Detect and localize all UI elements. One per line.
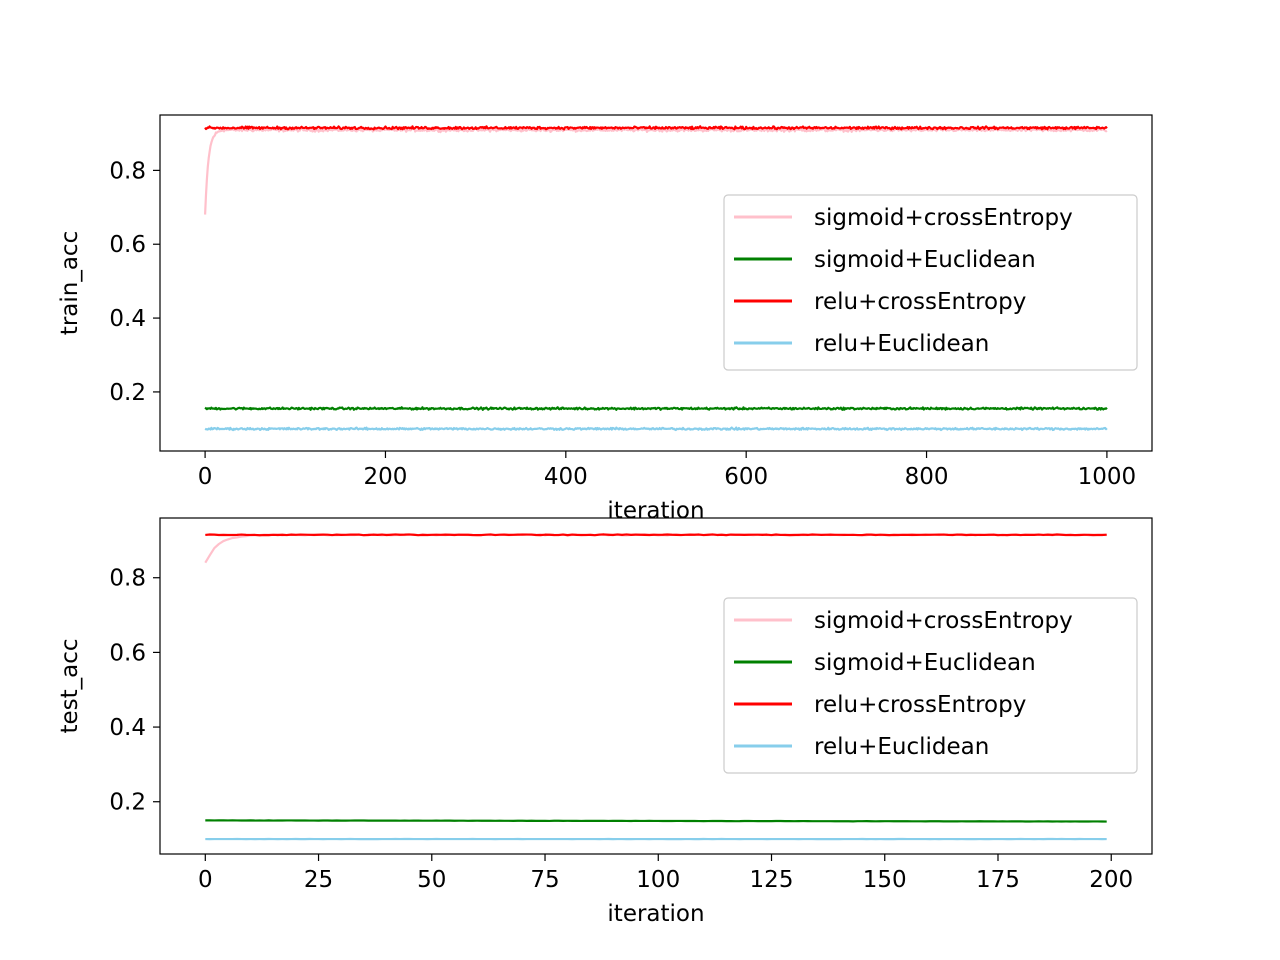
x-axis-label: iteration — [607, 901, 704, 927]
x-tick-label: 400 — [544, 464, 588, 490]
x-tick-label: 75 — [530, 867, 559, 893]
series-line-sigmoid+crossEntropy — [203, 126, 1108, 215]
x-tick-label: 50 — [417, 867, 446, 893]
y-axis-label: test_acc — [57, 638, 83, 733]
x-tick-label: 800 — [905, 464, 949, 490]
y-tick-label: 0.8 — [109, 158, 146, 184]
x-axis-label: iteration — [607, 498, 704, 524]
series-line-relu+Euclidean — [204, 426, 1108, 432]
y-axis-label: train_acc — [57, 231, 83, 335]
x-tick-label: 125 — [750, 867, 794, 893]
legend-label: relu+Euclidean — [814, 734, 989, 760]
x-tick-label: 0 — [198, 867, 213, 893]
legend-label: sigmoid+crossEntropy — [814, 608, 1073, 634]
y-tick-label: 0.6 — [109, 232, 146, 258]
y-tick-label: 0.2 — [109, 380, 146, 406]
y-tick-label: 0.4 — [109, 715, 146, 741]
legend-label: relu+crossEntropy — [814, 289, 1026, 315]
legend-label: sigmoid+Euclidean — [814, 650, 1036, 676]
legend-label: relu+Euclidean — [814, 331, 989, 357]
axes-frame — [159, 517, 1153, 855]
legend-label: sigmoid+crossEntropy — [814, 205, 1073, 231]
x-tick-label: 0 — [198, 464, 213, 490]
x-tick-label: 200 — [364, 464, 408, 490]
legend: sigmoid+crossEntropy sigmoid+Euclidean rel… — [723, 194, 1138, 371]
y-tick-label: 0.2 — [109, 790, 146, 816]
series-line-relu+crossEntropy — [205, 533, 1107, 537]
series-line-relu+crossEntropy — [204, 125, 1108, 131]
y-tick-label: 0.4 — [109, 306, 146, 332]
legend-label: sigmoid+Euclidean — [814, 247, 1036, 273]
axes-frame — [159, 114, 1153, 452]
series-line-sigmoid+Euclidean — [205, 819, 1107, 823]
chart-panel-2: 0 25 50 75 100 125 150 175 200 0.2 0.4 0.6 0.8 iterat… — [57, 517, 1153, 927]
series-group — [204, 533, 1107, 841]
series-group — [203, 125, 1108, 432]
x-tick-label: 100 — [636, 867, 680, 893]
y-tick-label: 0.8 — [109, 566, 146, 592]
x-tick-label: 175 — [976, 867, 1020, 893]
x-tick-label: 200 — [1089, 867, 1133, 893]
chart-panel-1: 0 200 400 600 800 1000 0.2 0.4 0.6 0.8 iteration tr… — [57, 114, 1153, 524]
x-tick-label: 1000 — [1078, 464, 1137, 490]
legend-box — [723, 194, 1138, 371]
series-line-sigmoid+crossEntropy — [204, 533, 1107, 564]
x-tick-label: 150 — [863, 867, 907, 893]
series-line-sigmoid+Euclidean — [204, 406, 1108, 411]
x-tick-label: 600 — [724, 464, 768, 490]
legend: sigmoid+crossEntropy sigmoid+Euclidean rel… — [723, 597, 1138, 774]
x-tick-label: 25 — [304, 867, 333, 893]
legend-label: relu+crossEntropy — [814, 692, 1026, 718]
legend-box — [723, 597, 1138, 774]
y-tick-label: 0.6 — [109, 640, 146, 666]
